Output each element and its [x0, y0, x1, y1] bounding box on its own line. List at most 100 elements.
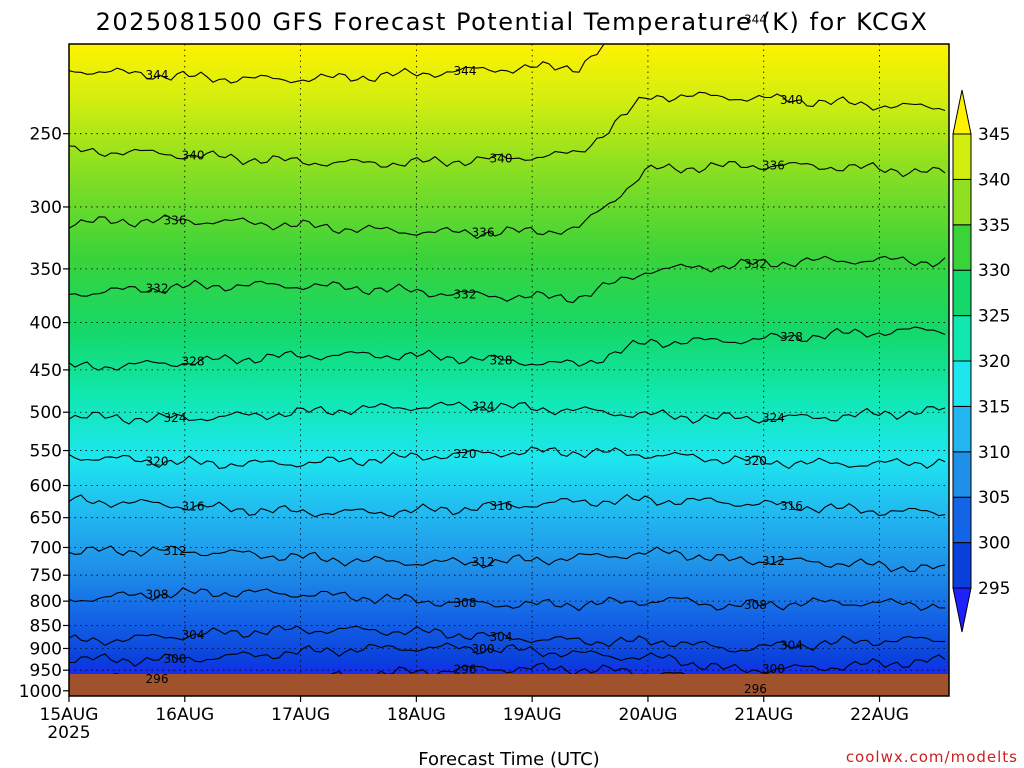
colorbar-segment [952, 542, 972, 589]
colorbar-label-335: 335 [978, 216, 1010, 236]
isentrope-312 [69, 545, 946, 573]
y-tick-label-1000: 1000 [19, 682, 62, 702]
colorbar-segment [952, 178, 972, 226]
isentrope-label-304: 304 [182, 628, 205, 642]
isentrope-label-344: 344 [454, 64, 477, 78]
isentrope-label-320: 320 [744, 454, 767, 468]
colorbar-label-330: 330 [978, 261, 1010, 281]
isentrope-label-344: 344 [146, 68, 169, 82]
colorbar-label-310: 310 [978, 443, 1010, 463]
isentrope-label-332: 332 [744, 257, 767, 271]
isentrope-label-312: 312 [762, 554, 785, 568]
y-tick-label-750: 750 [30, 566, 62, 586]
pressure-axis: 250 300 350 400 450 500 550 600 650 700 750 800 850 9… [19, 125, 69, 702]
isentrope-label-328: 328 [182, 355, 205, 369]
x-tick-label-15AUG: 15AUG [40, 705, 99, 725]
x-axis-year: 2025 [47, 723, 90, 743]
ground-surface [69, 674, 949, 696]
isentrope-label-324: 324 [762, 411, 785, 425]
colorbar-segment [952, 315, 972, 362]
colorbar-label-295: 295 [978, 579, 1010, 599]
x-tick-label-21AUG: 21AUG [734, 705, 793, 725]
y-tick-label-250: 250 [30, 125, 62, 145]
isentrope-label-308: 308 [146, 587, 169, 601]
colorbar: 295 300 305 310 315 320 325 330 335 340 345 [952, 89, 1010, 633]
y-tick-label-500: 500 [30, 403, 62, 423]
chart-title: 2025081500 GFS Forecast Potential Temper… [96, 8, 929, 36]
isentrope-300 [69, 642, 946, 675]
isentrope-label-316: 316 [780, 499, 803, 513]
isentrope-324 [69, 401, 946, 425]
credit-link[interactable]: coolwx.com/modelts [846, 748, 1018, 766]
colorbar-segment [952, 269, 972, 317]
isentrope-336 [69, 161, 946, 240]
isentrope-label-336: 336 [164, 214, 187, 228]
y-tick-label-300: 300 [30, 198, 62, 218]
colorbar-segment [952, 405, 972, 453]
isentrope-label-324: 324 [164, 411, 187, 425]
isentrope-304 [69, 624, 946, 653]
y-tick-label-400: 400 [30, 314, 62, 334]
isentrope-340 [69, 91, 946, 168]
colorbar-label-315: 315 [978, 397, 1010, 417]
y-tick-label-550: 550 [30, 442, 62, 462]
isentrope-label-336: 336 [472, 225, 495, 239]
colorbar-max-arrow [952, 89, 972, 135]
isentrope-label-300: 300 [472, 642, 495, 656]
isentrope-label-324: 324 [472, 400, 495, 414]
y-tick-label-450: 450 [30, 361, 62, 381]
isentrope-332 [69, 255, 946, 304]
isentrope-label-332: 332 [454, 287, 477, 301]
plot-area [69, 44, 949, 696]
colorbar-label-345: 345 [978, 125, 1010, 145]
x-tick-label-19AUG: 19AUG [503, 705, 562, 725]
isentrope-label-336: 336 [762, 159, 785, 173]
isentrope-label-312: 312 [472, 555, 495, 569]
isentrope-label-296: 296 [146, 672, 169, 686]
isentrope-308 [69, 587, 946, 612]
x-tick-label-17AUG: 17AUG [271, 705, 330, 725]
y-tick-label-650: 650 [30, 509, 62, 529]
y-tick-label-950: 950 [30, 661, 62, 681]
y-tick-label-900: 900 [30, 639, 62, 659]
isentrope-label-296: 296 [454, 662, 477, 676]
y-tick-label-800: 800 [30, 592, 62, 612]
isentrope-label-320: 320 [146, 454, 169, 468]
x-tick-label-22AUG: 22AUG [850, 705, 909, 725]
y-tick-label-850: 850 [30, 616, 62, 636]
x-tick-label-16AUG: 16AUG [155, 705, 214, 725]
isentrope-316 [69, 493, 946, 518]
isentrope-label-340: 340 [182, 148, 205, 162]
isentrope-label-328: 328 [490, 353, 513, 367]
x-tick-label-20AUG: 20AUG [619, 705, 678, 725]
colorbar-label-320: 320 [978, 352, 1010, 372]
isentrope-label-344: 344 [744, 13, 767, 27]
isentrope-label-316: 316 [490, 499, 513, 513]
isentrope-label-304: 304 [780, 638, 803, 652]
colorbar-segment [952, 360, 972, 407]
colorbar-label-300: 300 [978, 534, 1010, 554]
colorbar-label-340: 340 [978, 170, 1010, 190]
y-tick-label-700: 700 [30, 538, 62, 558]
colorbar-segment [952, 496, 972, 544]
y-tick-label-350: 350 [30, 260, 62, 280]
isentrope-label-332: 332 [146, 281, 169, 295]
colorbar-label-325: 325 [978, 307, 1010, 327]
isentrope-label-316: 316 [182, 499, 205, 513]
colorbar-segment [952, 224, 972, 271]
isentrope-320 [69, 446, 946, 470]
colorbar-min-arrow [952, 587, 972, 633]
isentrope-label-300: 300 [164, 652, 187, 666]
colorbar-segment [952, 451, 972, 498]
x-axis-label: Forecast Time (UTC) [418, 749, 599, 768]
isentrope-label-340: 340 [490, 151, 513, 165]
y-tick-label-600: 600 [30, 477, 62, 497]
isentrope-344 [69, 44, 605, 84]
grid-lines [69, 44, 949, 696]
x-tick-label-18AUG: 18AUG [387, 705, 446, 725]
isentrope-label-308: 308 [454, 596, 477, 610]
isentrope-label-308: 308 [744, 598, 767, 612]
isentrope-label-340: 340 [780, 93, 803, 107]
